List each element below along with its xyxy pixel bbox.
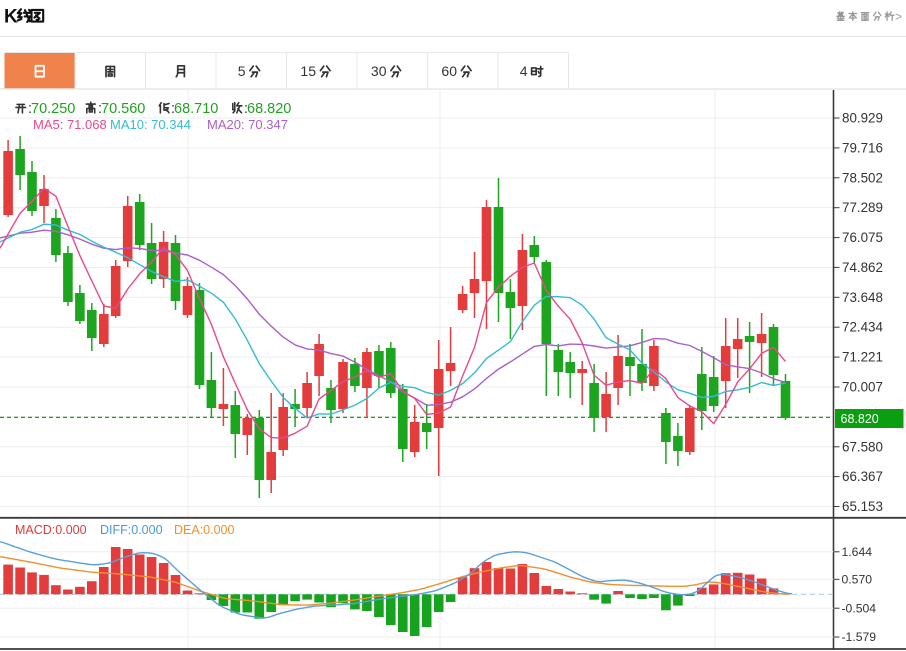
- svg-text:MA5: 71.068: MA5: 71.068: [33, 117, 107, 132]
- svg-text:4: 4: [520, 63, 528, 79]
- svg-text:DIFF:0.000: DIFF:0.000: [100, 523, 163, 537]
- svg-text::: :: [28, 101, 32, 117]
- svg-text:60: 60: [441, 63, 457, 79]
- svg-text:78.502: 78.502: [842, 170, 883, 185]
- svg-text:70.560: 70.560: [101, 101, 145, 117]
- svg-text:5: 5: [238, 63, 246, 79]
- svg-text:74.862: 74.862: [842, 260, 883, 275]
- svg-text:68.820: 68.820: [247, 101, 291, 117]
- svg-text:80.929: 80.929: [842, 111, 883, 126]
- svg-text:>: >: [895, 10, 902, 24]
- svg-text:68.820: 68.820: [841, 412, 879, 426]
- svg-text:79.716: 79.716: [842, 140, 883, 155]
- svg-text:73.648: 73.648: [842, 290, 883, 305]
- svg-text:1.644: 1.644: [842, 545, 873, 559]
- svg-text::: :: [171, 101, 175, 117]
- svg-text:67.580: 67.580: [842, 439, 883, 454]
- svg-text:-0.504: -0.504: [842, 601, 877, 615]
- svg-text:66.367: 66.367: [842, 469, 883, 484]
- svg-text:65.153: 65.153: [842, 499, 883, 514]
- svg-text:70.250: 70.250: [31, 101, 75, 117]
- svg-text:DEA:0.000: DEA:0.000: [174, 523, 235, 537]
- svg-text:15: 15: [300, 63, 316, 79]
- svg-text:77.289: 77.289: [842, 200, 883, 215]
- svg-text:MA10: 70.344: MA10: 70.344: [110, 117, 191, 132]
- svg-text:72.434: 72.434: [842, 320, 884, 335]
- svg-text:MACD:0.000: MACD:0.000: [15, 523, 87, 537]
- svg-text::: :: [244, 101, 248, 117]
- svg-text:0.570: 0.570: [842, 573, 873, 587]
- svg-text:MA20: 70.347: MA20: 70.347: [207, 117, 288, 132]
- svg-text:71.221: 71.221: [842, 350, 883, 365]
- svg-text:76.075: 76.075: [842, 230, 883, 245]
- svg-text:-1.579: -1.579: [842, 630, 877, 644]
- svg-text::: :: [98, 101, 102, 117]
- svg-text:30: 30: [371, 63, 387, 79]
- svg-text:68.710: 68.710: [174, 101, 218, 117]
- svg-text:70.007: 70.007: [842, 380, 883, 395]
- svg-text:K: K: [4, 7, 18, 28]
